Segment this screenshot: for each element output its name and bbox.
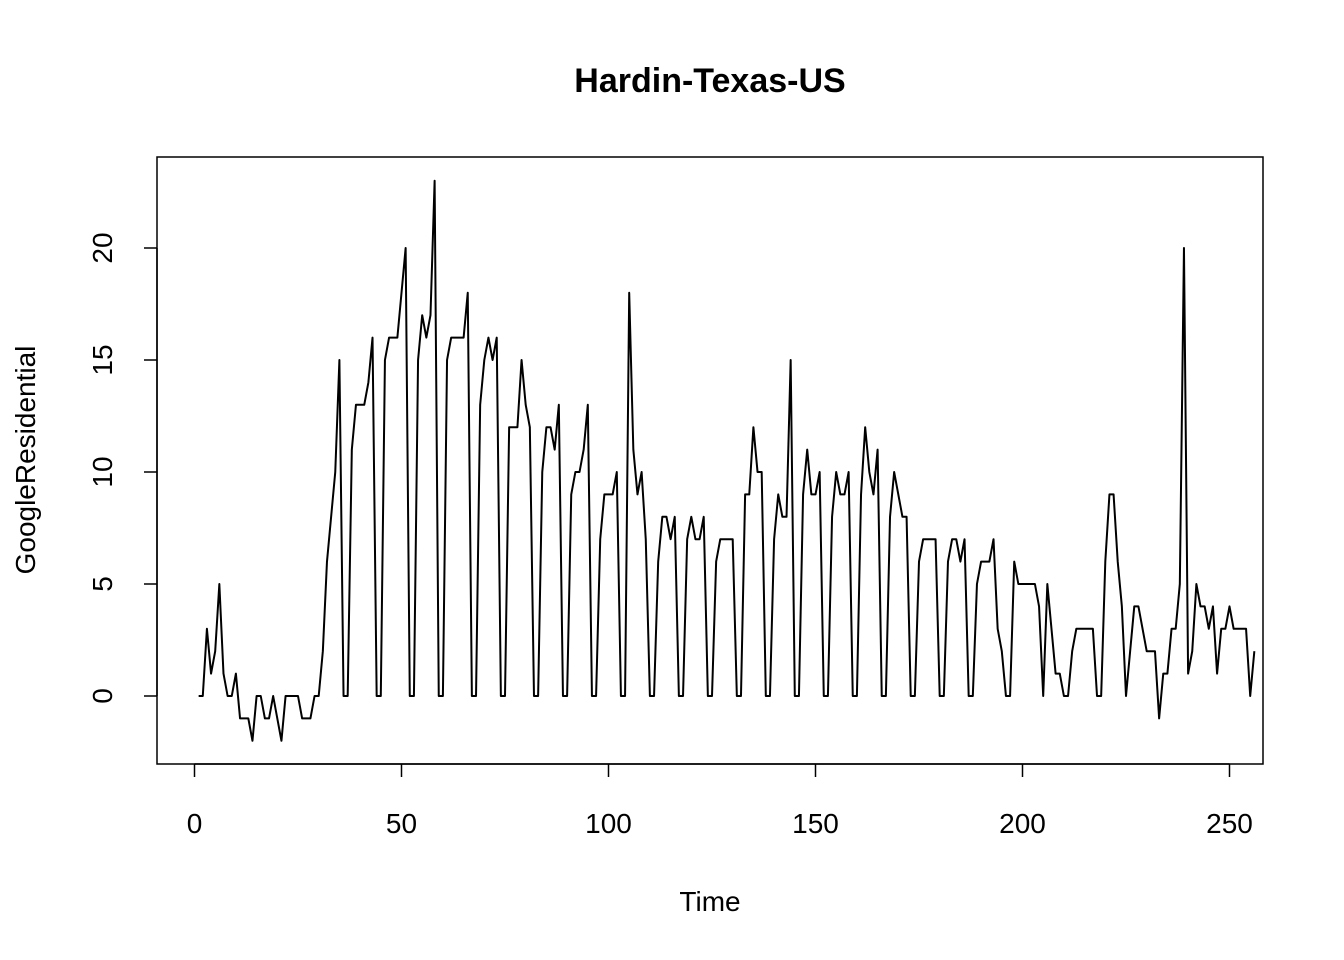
x-axis-label: Time [679, 886, 740, 917]
x-tick-label: 150 [792, 808, 839, 839]
data-points [197, 179, 1257, 743]
y-axis-label: GoogleResidential [10, 346, 41, 575]
y-tick-label: 15 [87, 344, 118, 375]
x-tick-label: 200 [999, 808, 1046, 839]
y-axis: 0 5 10 15 20 [87, 232, 158, 704]
chart-title: Hardin-Texas-US [574, 62, 845, 100]
y-tick-label: 5 [87, 576, 118, 592]
series-line [198, 179, 1256, 742]
x-axis: 0 50 100 150 200 250 [187, 763, 1253, 839]
y-tick-label: 20 [87, 232, 118, 263]
y-tick-label: 0 [87, 688, 118, 704]
x-tick-label: 0 [187, 808, 203, 839]
x-tick-label: 100 [585, 808, 632, 839]
y-tick-label: 10 [87, 456, 118, 487]
plot-frame [156, 156, 1264, 765]
x-tick-label: 250 [1206, 808, 1253, 839]
x-tick-label: 50 [386, 808, 417, 839]
